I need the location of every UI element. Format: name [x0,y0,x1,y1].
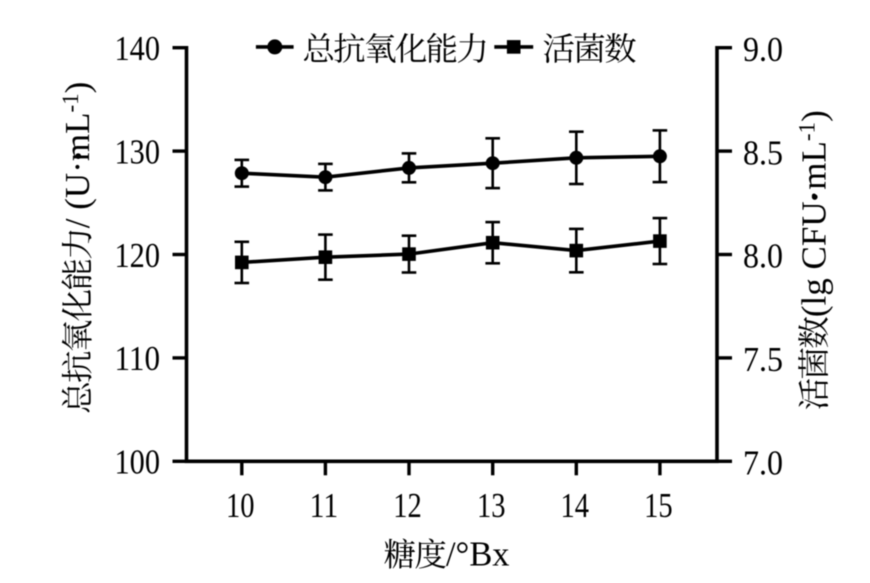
svg-text:11: 11 [310,486,339,525]
svg-text:8.0: 8.0 [743,237,783,276]
svg-text:140: 140 [115,29,161,68]
svg-text:/°Bx: /°Bx [446,534,510,573]
svg-text:-1: -1 [795,122,820,141]
svg-text:(lg CFU·mL: (lg CFU·mL [795,141,834,317]
svg-text:120: 120 [115,236,161,275]
svg-text:): ) [58,82,97,94]
svg-text:7.5: 7.5 [743,340,783,379]
svg-text:9.0: 9.0 [743,30,783,69]
svg-text:12: 12 [393,486,422,525]
svg-text:7.0: 7.0 [743,444,783,483]
svg-text:): ) [795,110,834,122]
svg-text:110: 110 [115,339,161,378]
svg-text:8.5: 8.5 [743,133,783,172]
svg-text:/ (U·mL: / (U·mL [58,113,97,229]
svg-text:130: 130 [115,132,161,171]
svg-text:15: 15 [644,486,673,525]
svg-text:13: 13 [477,486,506,525]
svg-text:100: 100 [115,443,161,482]
svg-text:14: 14 [561,486,590,525]
svg-text:10: 10 [226,486,255,525]
svg-text:-1: -1 [58,93,83,112]
